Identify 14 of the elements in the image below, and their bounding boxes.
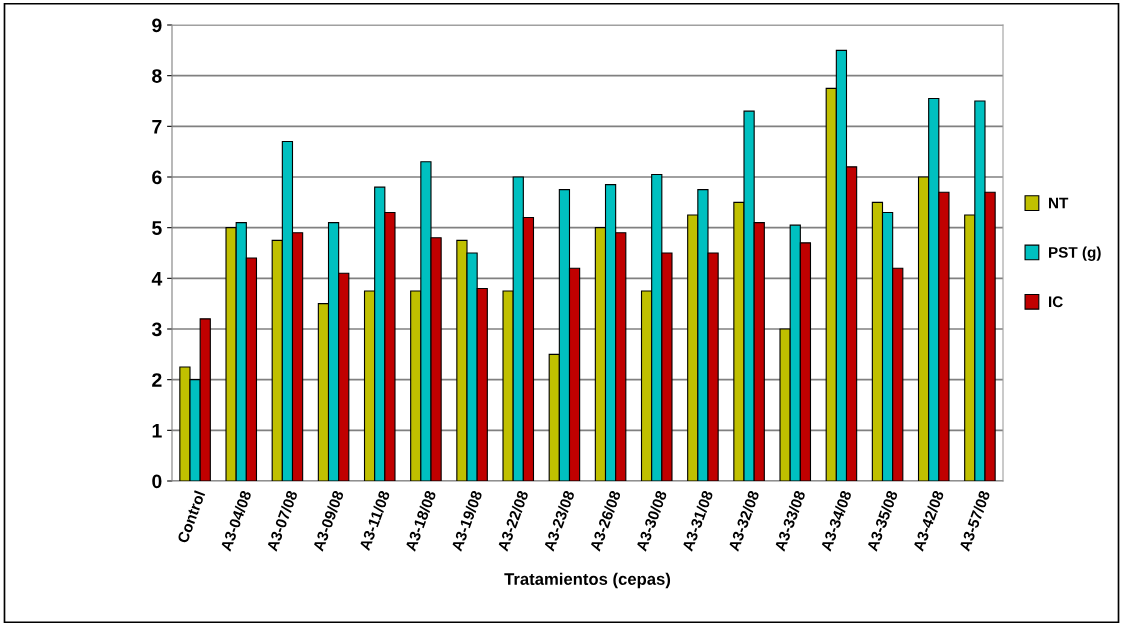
legend-label: NT [1049, 197, 1069, 209]
legend-label: PST (g) [1049, 246, 1101, 261]
y-tick-label: 0 [152, 474, 162, 489]
y-tick-label: 5 [152, 221, 162, 235]
x-axis-title: Tratamientos (cepas) [504, 572, 671, 589]
legend-label: IC [1049, 296, 1063, 308]
y-tick-label: 7 [152, 120, 162, 134]
y-tick-label: 9 [152, 18, 162, 33]
y-tick-label: 4 [151, 272, 163, 286]
y-tick-label: 1 [152, 424, 162, 438]
y-tick-label: 2 [152, 373, 162, 387]
y-tick-label: 6 [152, 170, 162, 185]
y-tick-label: 8 [152, 69, 162, 83]
y-tick-label: 3 [151, 322, 162, 337]
